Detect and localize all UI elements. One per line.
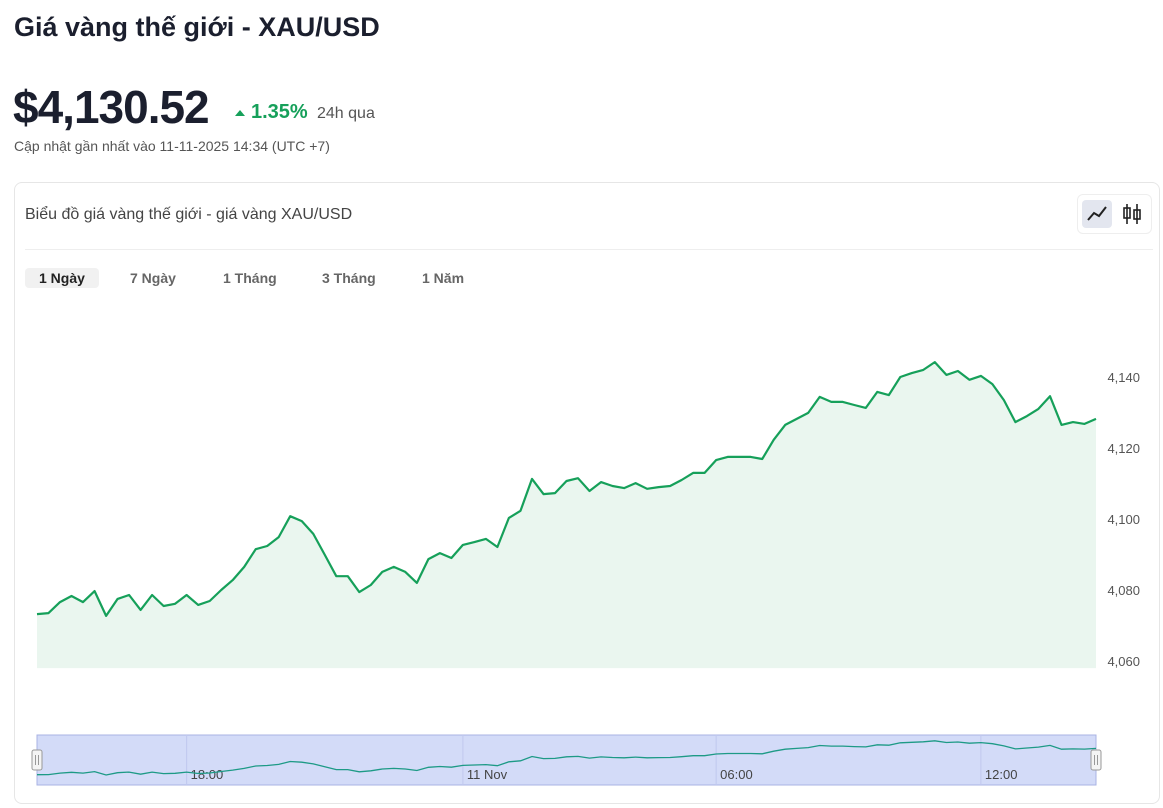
x-tick-label: 11 Nov — [467, 767, 508, 782]
line-icon — [1087, 206, 1107, 221]
x-tick-label: 06:00 — [720, 767, 753, 782]
updated-time: Cập nhật gần nhất vào 11-11-2025 14:34 (… — [14, 138, 330, 154]
navigator-handle — [1090, 749, 1102, 771]
price-line — [36, 361, 1097, 617]
period-tab[interactable]: 1 Tháng — [223, 270, 277, 286]
period-tab[interactable]: 3 Tháng — [322, 270, 376, 286]
chart-type-switch — [1077, 194, 1152, 234]
chart-type-icons — [1082, 200, 1141, 228]
navigator-line — [36, 740, 1097, 776]
up-arrow — [235, 110, 245, 116]
x-tick-label: 18:00 — [191, 767, 224, 782]
period-tab[interactable]: 1 Năm — [422, 270, 465, 286]
x-tick-label: 12:00 — [985, 767, 1018, 782]
candlestick-button[interactable] — [1123, 204, 1141, 224]
y-tick-label: 4,080 — [1107, 583, 1140, 598]
change-period: 24h qua — [317, 105, 375, 122]
period-tab[interactable]: 1 Ngày — [25, 268, 99, 288]
y-tick-label: 4,060 — [1107, 654, 1140, 669]
divider — [25, 249, 1153, 250]
y-tick-label: 4,100 — [1107, 512, 1140, 527]
navigator-handle — [31, 749, 43, 771]
chart-card — [14, 182, 1160, 804]
price-change: 1.35% — [251, 101, 308, 123]
period-tab[interactable]: 7 Ngày — [130, 270, 176, 286]
y-tick-label: 4,140 — [1107, 370, 1140, 385]
area-fill — [37, 362, 1096, 669]
y-tick-label: 4,120 — [1107, 441, 1140, 456]
page-title: Giá vàng thế giới - XAU/USD — [14, 12, 380, 42]
card-title: Biểu đồ giá vàng thế giới - giá vàng XAU… — [25, 206, 353, 223]
price: $4,130.52 — [13, 81, 210, 133]
